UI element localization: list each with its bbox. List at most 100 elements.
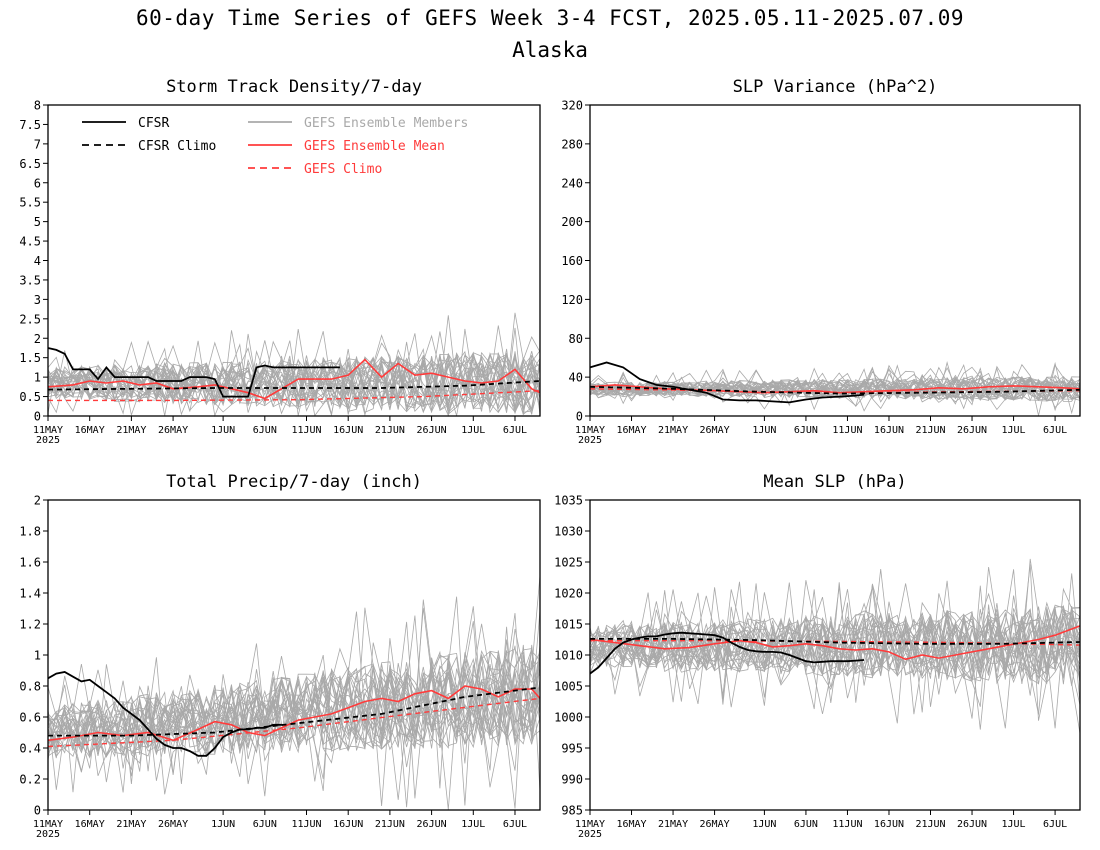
legend-gefs-mean-label: GEFS Ensemble Mean <box>304 139 445 154</box>
member-line <box>589 378 1081 411</box>
member-line <box>47 606 541 808</box>
chart-panel-slp-variance: SLP Variance (hPa^2) 0 40 80 120 160 200 240 280… <box>561 77 1081 446</box>
ensemble-members <box>47 575 541 810</box>
x-year-label: 2025 <box>36 829 60 840</box>
x-tick-label: 11JUN <box>291 819 321 830</box>
cfsr-line <box>47 347 340 398</box>
y-tick-label: 240 <box>561 176 583 190</box>
x-tick-label: 11JUN <box>832 819 862 830</box>
x-tick-label: 21JUN <box>375 425 405 436</box>
y-tick-label: 6 <box>34 176 41 190</box>
member-line <box>47 328 541 414</box>
x-tick-label: 1JUL <box>461 819 485 830</box>
y-tick-label: 1000 <box>554 711 583 725</box>
y-tick-label: 1.4 <box>19 587 41 601</box>
member-line <box>47 650 541 759</box>
x-tick-label: 6JUL <box>1043 819 1067 830</box>
y-tick-label: 40 <box>569 371 583 385</box>
x-tick-label: 11JUN <box>832 425 862 436</box>
y-tick-label: 1035 <box>554 494 583 508</box>
x-tick-label: 21JUN <box>375 819 405 830</box>
x-tick-label: 6JUL <box>503 425 527 436</box>
chart-panel-total-precip: Total Precip/7-day (inch)00.20.40.60.811… <box>19 472 541 840</box>
y-tick-label: 6.5 <box>19 157 41 171</box>
x-tick-label: 26JUN <box>957 425 987 436</box>
cfsr-climo-line <box>589 385 1081 395</box>
y-tick-label: 7.5 <box>19 118 41 132</box>
x-tick-label: 11MAY <box>33 819 63 830</box>
x-tick-label: 16MAY <box>75 819 105 830</box>
x-tick-label: 26MAY <box>158 425 188 436</box>
y-tick-label: 4 <box>34 254 41 268</box>
x-tick-label: 16JUN <box>333 819 363 830</box>
chart-title: Mean SLP (hPa) <box>763 472 906 492</box>
x-tick-label: 16MAY <box>616 425 646 436</box>
y-tick-label: 1.8 <box>19 525 41 539</box>
y-tick-label: 0.8 <box>19 680 41 694</box>
y-tick-label: 2.5 <box>19 312 41 326</box>
y-tick-label: 1030 <box>554 525 583 539</box>
member-line <box>589 607 1081 686</box>
gefs-climo-line <box>47 697 541 748</box>
x-tick-label: 1JUN <box>752 425 776 436</box>
gefs-climo-line <box>590 640 1081 646</box>
legend-gefs-members-label: GEFS Ensemble Members <box>304 116 468 131</box>
cfsr-line <box>589 361 865 404</box>
x-tick-label: 16MAY <box>75 425 105 436</box>
y-tick-label: 1.6 <box>19 556 41 570</box>
x-year-label: 2025 <box>578 829 602 840</box>
x-tick-label: 21JUN <box>915 425 945 436</box>
x-tick-label: 11MAY <box>575 819 605 830</box>
y-tick-label: 0 <box>34 804 41 818</box>
x-tick-label: 26JUN <box>417 425 447 436</box>
member-line <box>589 377 1081 415</box>
x-tick-label: 26MAY <box>158 819 188 830</box>
y-tick-label: 3.5 <box>19 273 41 287</box>
y-tick-label: 985 <box>561 804 583 818</box>
x-tick-label: 16MAY <box>616 819 646 830</box>
page-subtitle: Alaska <box>512 38 588 62</box>
x-tick-label: 21MAY <box>658 819 688 830</box>
y-tick-label: 80 <box>569 332 583 346</box>
x-tick-label: 16JUN <box>874 819 904 830</box>
page-title: 60-day Time Series of GEFS Week 3-4 FCST… <box>135 6 964 30</box>
y-tick-label: 7 <box>34 137 41 151</box>
y-tick-label: 1.5 <box>19 351 41 365</box>
y-tick-label: 1.2 <box>19 618 41 632</box>
x-tick-label: 1JUL <box>1002 425 1026 436</box>
member-line <box>47 353 541 415</box>
legend-cfsr-climo-label: CFSR Climo <box>138 139 216 154</box>
gefs-climo-line <box>48 390 541 402</box>
x-tick-label: 26JUN <box>417 819 447 830</box>
y-tick-label: 1010 <box>554 649 583 663</box>
gefs-climo-line <box>589 388 1081 394</box>
chart-panel-mean-slp: Mean SLP (hPa) 985 990 995 1000 1005 1010 1015 1… <box>554 472 1081 840</box>
y-tick-label: 1 <box>34 649 41 663</box>
chart-title: Total Precip/7-day (inch) <box>166 472 422 492</box>
y-tick-label: 4.5 <box>19 235 41 249</box>
chart-title: Storm Track Density/7-day <box>166 77 422 97</box>
member-line <box>589 566 1081 688</box>
x-tick-label: 6JUL <box>1043 425 1067 436</box>
member-line <box>47 358 541 417</box>
x-tick-label: 16JUN <box>333 425 363 436</box>
y-tick-label: 0.4 <box>19 742 41 756</box>
x-tick-label: 11JUN <box>291 425 321 436</box>
x-tick-label: 11MAY <box>575 425 605 436</box>
x-tick-label: 6JUL <box>503 819 527 830</box>
x-tick-label: 26MAY <box>700 819 730 830</box>
y-tick-label: 1005 <box>554 680 583 694</box>
y-tick-label: 320 <box>561 99 583 113</box>
member-line <box>47 648 541 777</box>
chart-panel-storm-track: Storm Track Density/7-day 0 0.5 1 1.5 2 2.5 3 3.… <box>19 77 541 446</box>
member-line <box>589 371 1081 410</box>
y-tick-label: 200 <box>561 215 583 229</box>
chart-title: SLP Variance (hPa^2) <box>733 77 938 97</box>
y-tick-label: 280 <box>561 137 583 151</box>
cfsr-climo-line <box>48 686 541 737</box>
member-line <box>589 564 1081 721</box>
x-tick-label: 1JUN <box>211 425 235 436</box>
x-tick-label: 1JUL <box>461 425 485 436</box>
x-tick-label: 21MAY <box>658 425 688 436</box>
